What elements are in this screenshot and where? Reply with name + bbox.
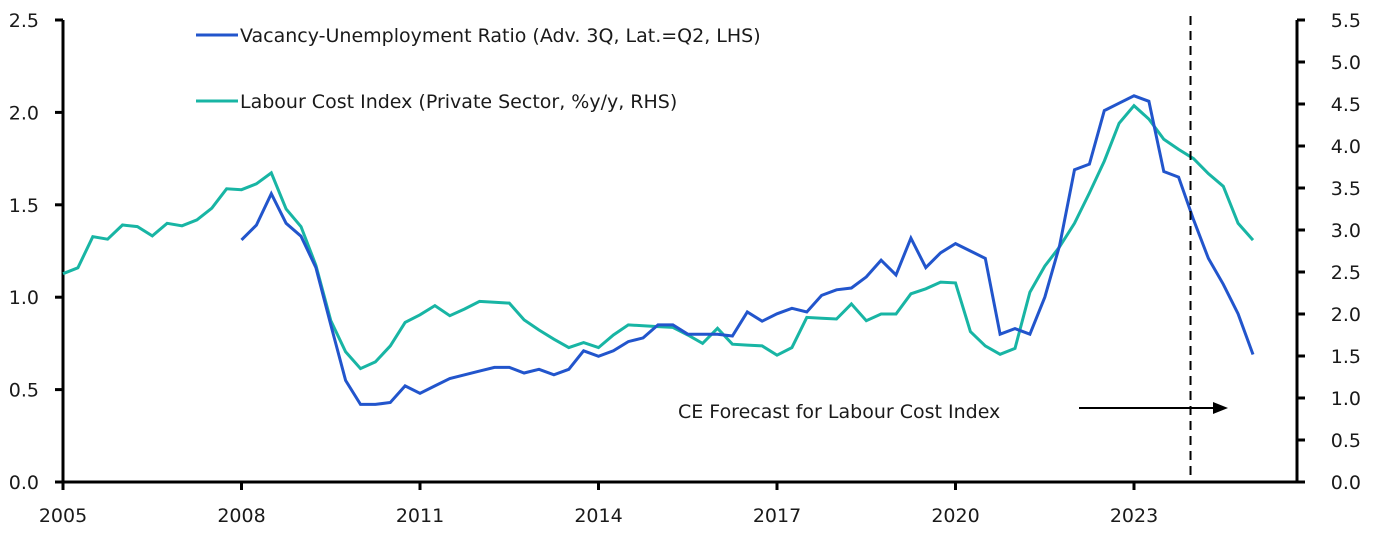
y-left-tick-label: 1.0 [9, 287, 39, 309]
y-left-ticks: 0.0 0.5 1.0 1.5 2.0 2.5 [9, 10, 63, 494]
y-right-tick-label: 2.5 [1331, 262, 1361, 284]
legend-label-vu: Vacancy-Unemployment Ratio (Adv. 3Q, Lat… [240, 25, 761, 47]
y-right-ticks: 0.0 0.5 1.0 1.5 2.0 2.5 3.0 3.5 4.0 4.5 5.0 5.5 [1297, 10, 1361, 494]
forecast-annotation-label: CE Forecast for Labour Cost Index [678, 401, 1000, 423]
y-right-tick-label: 5.5 [1331, 10, 1361, 32]
y-right-tick-label: 0.0 [1331, 472, 1361, 494]
y-right-tick-label: 4.5 [1331, 94, 1361, 116]
forecast-annotation: CE Forecast for Labour Cost Index [678, 401, 1228, 423]
x-ticks: 2005 2008 2011 2014 2017 2020 2023 [39, 482, 1158, 527]
series-vu [240, 94, 1255, 406]
y-right-tick-label: 1.5 [1331, 346, 1361, 368]
x-tick-label: 2011 [396, 505, 444, 527]
series-line-lci [62, 103, 1255, 371]
y-left-tick-label: 1.5 [9, 195, 39, 217]
y-right-tick-label: 3.0 [1331, 220, 1361, 242]
y-left-tick-label: 2.5 [9, 10, 39, 32]
forecast-arrow-head [1213, 402, 1228, 414]
y-left-tick-label: 0.5 [9, 380, 39, 402]
x-tick-label: 2017 [753, 505, 801, 527]
y-right-tick-label: 0.5 [1331, 430, 1361, 452]
legend-label-lci: Labour Cost Index (Private Sector, %y/y,… [240, 91, 677, 113]
legend: Vacancy-Unemployment Ratio (Adv. 3Q, Lat… [196, 25, 761, 113]
y-right-tick-label: 2.0 [1331, 304, 1361, 326]
x-tick-label: 2023 [1110, 505, 1158, 527]
x-tick-label: 2008 [217, 505, 265, 527]
x-tick-label: 2014 [574, 505, 622, 527]
y-right-tick-label: 3.5 [1331, 178, 1361, 200]
y-left-tick-label: 0.0 [9, 472, 39, 494]
series-lci [62, 103, 1255, 371]
y-right-tick-label: 5.0 [1331, 52, 1361, 74]
y-left-tick-label: 2.0 [9, 102, 39, 124]
y-right-tick-label: 4.0 [1331, 136, 1361, 158]
y-right-tick-label: 1.0 [1331, 388, 1361, 410]
x-tick-label: 2005 [39, 505, 87, 527]
axes [61, 20, 1299, 484]
series-layer [62, 94, 1255, 406]
x-tick-label: 2020 [931, 505, 979, 527]
series-line-vu [240, 94, 1255, 406]
